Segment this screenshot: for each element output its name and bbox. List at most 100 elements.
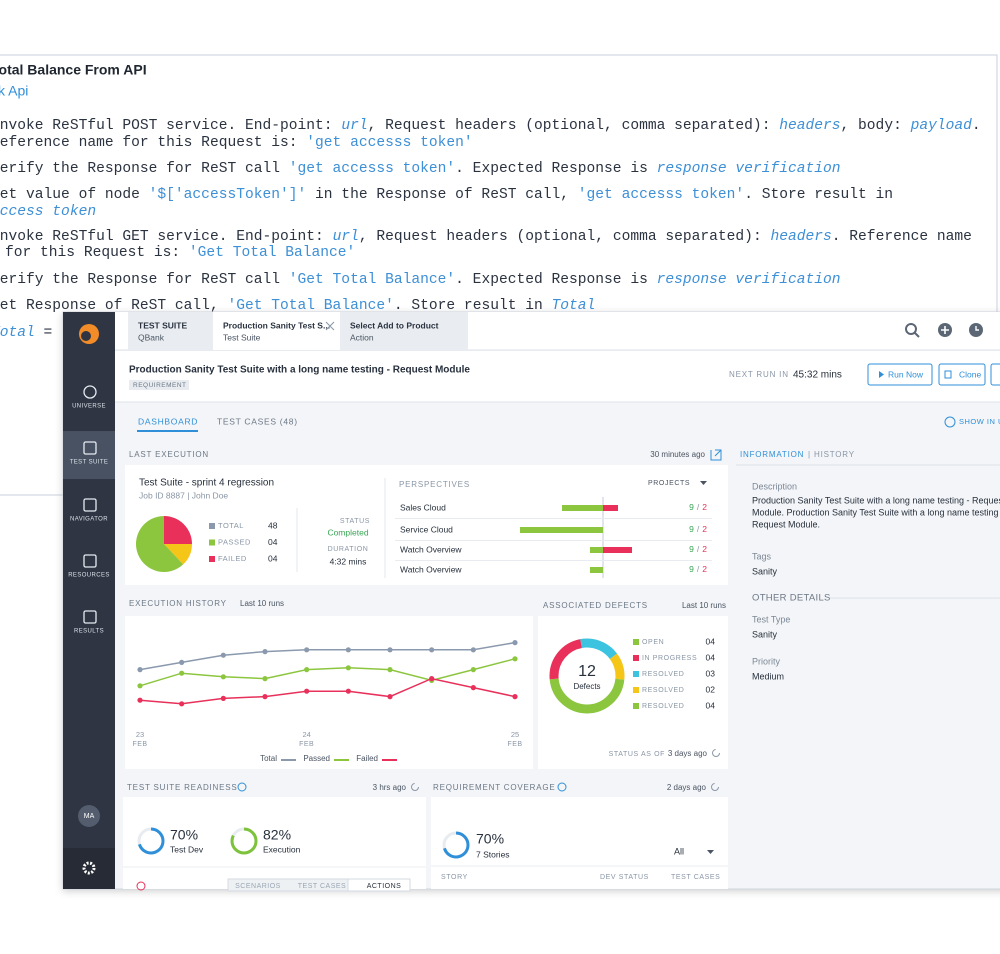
card: [125, 616, 533, 769]
info-icon[interactable]: [237, 782, 247, 792]
sidebar-icon: [83, 441, 97, 455]
step-line: access token: [0, 204, 96, 220]
data-point: [304, 647, 310, 653]
series-line: [139, 658, 516, 687]
sidebar-item[interactable]: NAVIGATOR: [70, 517, 108, 523]
data-point: [137, 683, 143, 689]
refresh-icon[interactable]: [711, 783, 719, 791]
panel-tab[interactable]: INFORMATION: [740, 450, 804, 459]
ring-progress: [230, 827, 258, 855]
settings-icon[interactable]: [82, 861, 96, 875]
field-value: Medium: [752, 671, 784, 681]
sidebar-item[interactable]: RESOURCES: [68, 573, 110, 579]
tab-subtitle[interactable]: Test Suite: [223, 332, 261, 342]
sidebar-item[interactable]: TEST SUITE: [70, 460, 109, 466]
sidebar-item[interactable]: UNIVERSE: [72, 404, 106, 410]
duration: 4:32 mins: [330, 556, 367, 566]
button-label[interactable]: Clone: [959, 369, 981, 379]
legend-swatch: [633, 671, 639, 677]
data-point: [387, 647, 393, 653]
add-plus: [941, 326, 949, 334]
segment-tab[interactable]: TEST CASES: [298, 883, 346, 890]
field-value: Sanity: [752, 566, 778, 576]
updated-time: 3 hrs ago: [373, 783, 407, 792]
legend-entry: Failed: [356, 754, 378, 763]
column-header: DEV STATUS: [600, 874, 649, 881]
step-segment: 'get accesss token': [578, 187, 744, 203]
step-line: Get value of node '$['accessToken']' in …: [0, 187, 893, 203]
legend-swatch: [209, 523, 215, 529]
field-value: Module. Production Sanity Test Suite wit…: [752, 507, 1000, 517]
legend-value: 04: [706, 700, 716, 710]
open-icon[interactable]: [710, 449, 722, 461]
settings-area: [63, 848, 115, 889]
segment-tab[interactable]: ACTIONS: [367, 883, 402, 890]
data-point: [179, 670, 185, 676]
play-icon: [879, 371, 884, 378]
button-label[interactable]: Run Now: [888, 369, 924, 379]
refresh-icon[interactable]: [411, 783, 419, 791]
search-icon[interactable]: [905, 323, 917, 335]
view-tab[interactable]: DASHBOARD: [138, 416, 198, 426]
tab-close[interactable]: [325, 321, 335, 331]
button[interactable]: [867, 363, 933, 386]
tab[interactable]: [340, 312, 468, 350]
passed-count: 9: [689, 524, 694, 534]
section-heading: OTHER DETAILS: [752, 593, 831, 604]
filter-select[interactable]: All: [674, 846, 684, 856]
card: [123, 797, 426, 889]
view-tab[interactable]: TEST CASES (48): [217, 416, 298, 426]
panel-tab[interactable]: HISTORY: [814, 450, 855, 459]
show-in-link[interactable]: SHOW IN U: [959, 417, 1000, 426]
step-segment: Reference name for this Request is:: [0, 135, 306, 151]
status-label: STATUS AS OF: [609, 751, 665, 758]
donut-segment: [549, 638, 625, 714]
legend-swatch: [633, 687, 639, 693]
score-separator: /: [697, 564, 700, 574]
x-tick-sublabel: FEB: [507, 741, 522, 748]
tab-subtitle[interactable]: Action: [350, 332, 374, 342]
tab[interactable]: [128, 312, 213, 350]
step-segment: payload: [910, 118, 973, 134]
history-hand: [975, 326, 979, 331]
step-segment: Invoke ReSTful POST service. End-point:: [0, 118, 341, 134]
refresh-icon[interactable]: [712, 749, 720, 757]
pass-bar: [590, 547, 603, 553]
legend-value: 04: [706, 652, 716, 662]
run-name: Test Suite - sprint 4 regression: [139, 478, 274, 489]
x-tick-label: 24: [302, 730, 310, 739]
legend-swatch: [633, 639, 639, 645]
step-segment: Get value of node: [0, 187, 149, 203]
projects-filter[interactable]: PROJECTS: [648, 480, 690, 487]
avatar[interactable]: [78, 805, 100, 827]
step-segment: Total: [552, 298, 596, 314]
data-point: [345, 647, 351, 653]
section-label: REQUIREMENT COVERAGE: [433, 783, 556, 792]
legend-swatch: [209, 539, 215, 546]
tag-bg: [129, 380, 189, 390]
fail-bar: [603, 505, 618, 511]
field-label: Description: [752, 481, 797, 491]
step-line: Invoke ReSTful GET service. End-point: u…: [0, 229, 972, 245]
tab-title[interactable]: TEST SUITE: [138, 320, 187, 330]
legend-value: 02: [706, 684, 716, 694]
tab-title[interactable]: Select Add to Product: [350, 320, 439, 330]
step-line: Verify the Response for ReST call 'get a…: [0, 161, 841, 177]
perspective-score: 9/2: [689, 564, 707, 574]
info-icon[interactable]: [557, 782, 567, 792]
sidebar-icon: [83, 385, 97, 399]
x-tick-sublabel: FEB: [299, 741, 314, 748]
tab-title[interactable]: Production Sanity Test S...: [223, 320, 330, 330]
tab-subtitle[interactable]: QBank: [138, 332, 165, 342]
button[interactable]: [938, 363, 986, 386]
step-segment: for this Request is:: [5, 245, 189, 261]
step-segment: Invoke ReSTful GET service. End-point:: [0, 229, 333, 245]
tab[interactable]: [213, 312, 340, 350]
sidebar-item[interactable]: RESULTS: [74, 629, 104, 635]
dropdown-caret: [707, 850, 714, 854]
more-button[interactable]: [990, 363, 1000, 386]
next-run: 45:32 mins: [793, 370, 842, 381]
data-point: [512, 656, 518, 662]
segment-tab[interactable]: SCENARIOS: [235, 883, 281, 890]
